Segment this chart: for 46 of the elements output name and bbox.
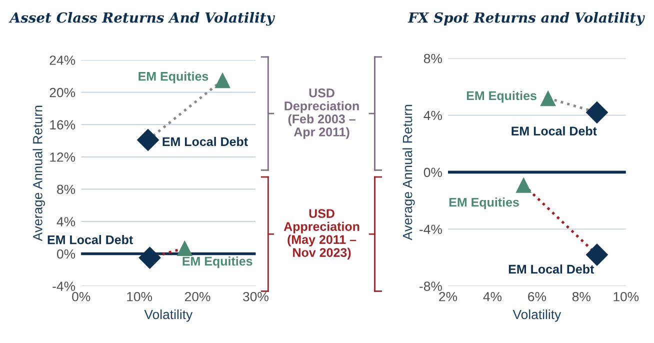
x-tick-label: 10% bbox=[127, 292, 152, 302]
x-axis-title: Volatility bbox=[512, 309, 562, 322]
y-tick-label: 16% bbox=[50, 120, 76, 130]
y-tick-label: 8% bbox=[424, 54, 442, 64]
text: USD Depreciation (Feb 2003 – Apr 2011) bbox=[284, 88, 359, 139]
y-tick-label: 24% bbox=[50, 56, 76, 65]
x-tick-label: 2% bbox=[439, 292, 458, 302]
y-tick-label: 4% bbox=[56, 217, 76, 226]
text: USD Appreciation (May 2011 – Nov 2023) bbox=[284, 209, 360, 260]
x-tick-label: 6% bbox=[528, 292, 546, 302]
point bbox=[586, 101, 608, 124]
y-tick-label: -4% bbox=[52, 282, 76, 291]
y-tick-label: 0% bbox=[424, 168, 442, 178]
point bbox=[176, 240, 193, 256]
y-tick-label: 8% bbox=[57, 184, 76, 194]
y-tick-label: 0% bbox=[56, 249, 76, 259]
y-tick-label: -4% bbox=[420, 224, 442, 234]
point bbox=[586, 244, 608, 266]
x-tick-label: 30% bbox=[243, 292, 268, 302]
point bbox=[138, 246, 161, 270]
x-tick-label: 20% bbox=[184, 292, 210, 302]
y-tick-label: 12% bbox=[50, 152, 76, 162]
x-tick-label: 0% bbox=[72, 292, 90, 302]
text: EM Equities bbox=[466, 90, 536, 103]
text: EM Local Debt bbox=[48, 235, 133, 244]
point bbox=[516, 177, 532, 193]
point bbox=[540, 90, 556, 106]
series-label: EM Local Debt bbox=[508, 264, 594, 274]
y-axis-title: Average Annual Return bbox=[402, 104, 415, 240]
y-tick-label: 20% bbox=[50, 88, 76, 98]
y-tick-label: -8% bbox=[420, 282, 442, 291]
series-label: EM Local Debt bbox=[162, 136, 248, 146]
y-tick-label: 4% bbox=[424, 110, 442, 120]
x-axis-title: Volatility bbox=[144, 309, 193, 322]
x-tick-label: 8% bbox=[572, 292, 590, 302]
chart-title: FX Spot Returns and Volatility bbox=[408, 12, 645, 26]
point bbox=[136, 128, 160, 152]
x-tick-label: 10% bbox=[614, 292, 639, 302]
series-label: EM Equities bbox=[182, 256, 252, 268]
x-tick-label: 4% bbox=[483, 292, 502, 302]
point bbox=[214, 72, 230, 88]
text: EM Local Debt bbox=[512, 126, 597, 136]
series-label: EM Equities bbox=[449, 197, 519, 210]
chart-title: Asset Class Returns And Volatility bbox=[8, 12, 276, 26]
text: EM Equities bbox=[138, 72, 208, 84]
y-axis-title: Average Annual Return bbox=[32, 106, 45, 242]
